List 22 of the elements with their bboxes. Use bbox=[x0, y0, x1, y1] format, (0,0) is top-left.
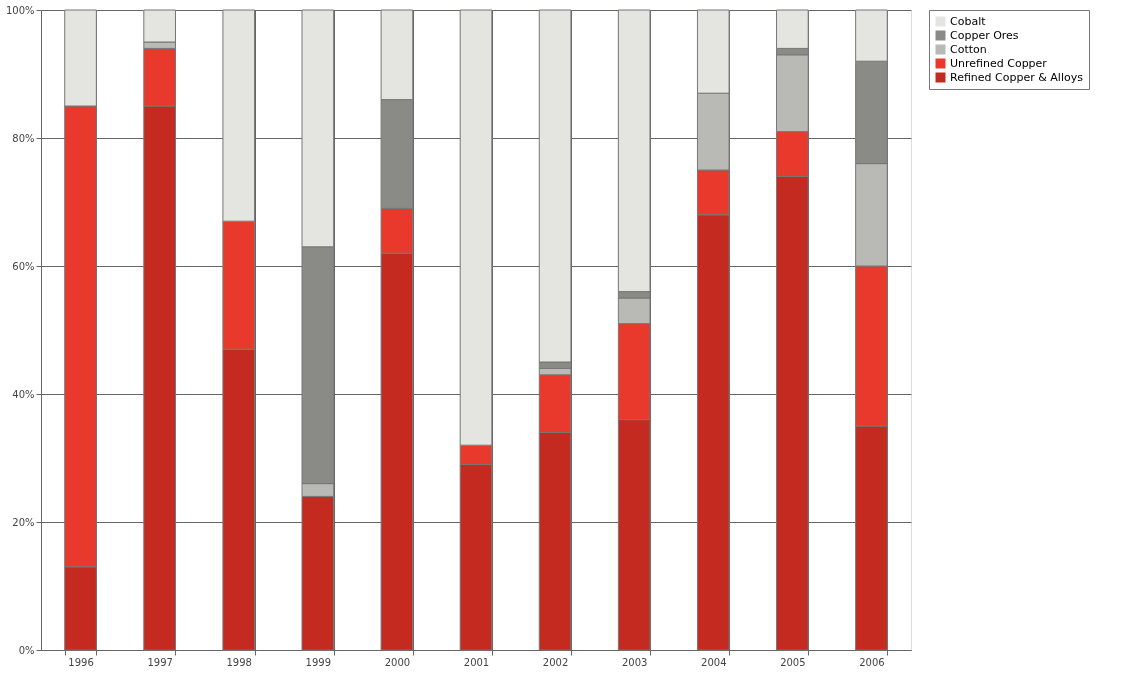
x-tick-label: 2006 bbox=[859, 656, 885, 668]
x-tick-label: 2002 bbox=[542, 656, 569, 668]
y-tick-label: 80% bbox=[12, 132, 35, 144]
x-tick-label: 1997 bbox=[147, 656, 173, 668]
x-tick-label: 1996 bbox=[68, 656, 94, 668]
x-tick-label: 1998 bbox=[226, 656, 252, 668]
legend-label: Unrefined Copper bbox=[950, 56, 1048, 70]
x-tick-label: 2001 bbox=[463, 656, 490, 668]
x-tick-label: 2003 bbox=[621, 656, 648, 668]
y-tick-label: 20% bbox=[12, 516, 35, 528]
legend-label: Cotton bbox=[950, 42, 987, 56]
x-tick-label: 1999 bbox=[305, 656, 332, 668]
x-tick-label: 2000 bbox=[384, 656, 411, 668]
x-tick-label: 2005 bbox=[780, 656, 806, 668]
y-tick-label: 40% bbox=[12, 388, 35, 400]
legend-label: Cobalt bbox=[950, 14, 987, 28]
y-tick-label: 100% bbox=[5, 4, 35, 16]
y-tick-label: 60% bbox=[12, 260, 35, 272]
legend-label: Copper Ores bbox=[950, 28, 1019, 42]
legend-label: Refined Copper & Alloys bbox=[950, 70, 1084, 84]
x-tick-label: 2004 bbox=[701, 656, 727, 668]
y-tick-label: 0% bbox=[18, 644, 35, 656]
